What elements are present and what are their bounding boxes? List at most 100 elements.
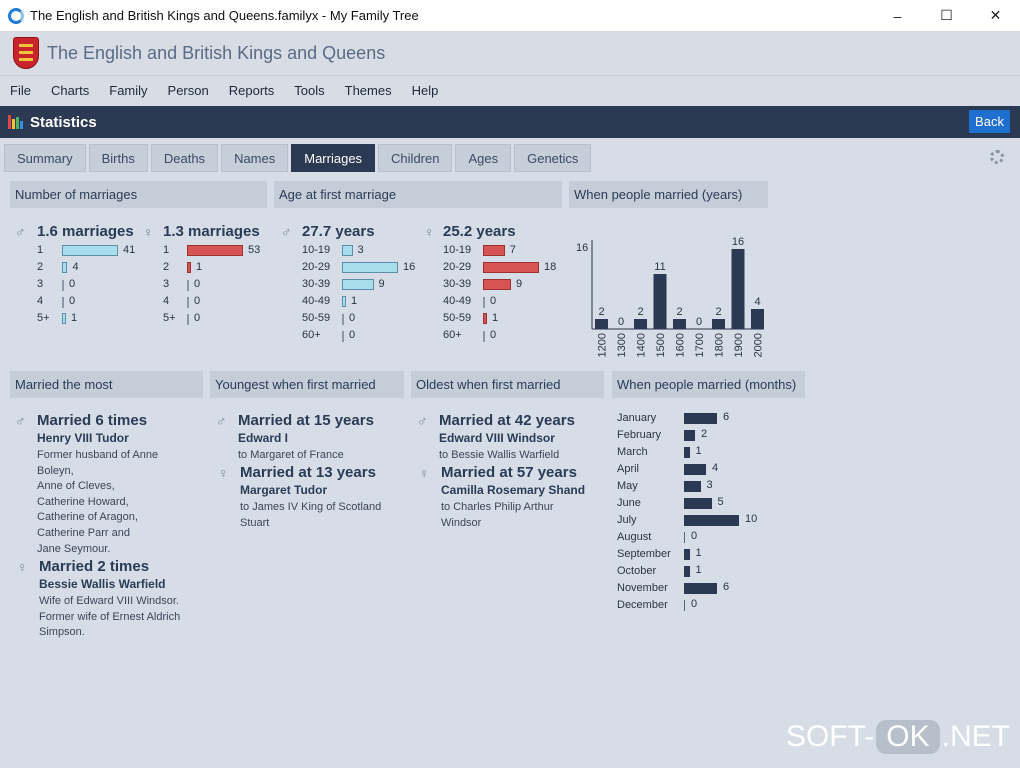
when-married-years-header: When people married (years) (569, 181, 768, 208)
section-title: Statistics (30, 113, 97, 131)
male-icon: ♂ (15, 413, 26, 429)
row-value: 0 (349, 312, 356, 324)
zero-bar (342, 314, 344, 325)
section-header: Statistics Back (0, 106, 1020, 138)
row-value: 16 (403, 261, 416, 273)
tick-label-1500: 1500 (655, 333, 667, 357)
row-value: 1 (196, 261, 203, 273)
tab-ages[interactable]: Ages (455, 144, 512, 172)
record-name[interactable]: Edward VIII Windsor (439, 431, 555, 445)
row-label: 10-19 (302, 244, 331, 256)
record-description: to Margaret of France (238, 449, 344, 461)
record-description: to James IV King of Scotland (240, 501, 382, 513)
bar-1900 (731, 249, 745, 329)
maximize-button[interactable]: ☐ (940, 7, 953, 23)
menu-item-charts[interactable]: Charts (50, 83, 90, 98)
tick-label-2000: 2000 (753, 333, 765, 357)
record-name[interactable]: Bessie Wallis Warfield (39, 577, 166, 591)
row-label: 20-29 (302, 261, 331, 273)
row-value: 0 (194, 312, 201, 324)
menu-item-tools[interactable]: Tools (294, 83, 325, 98)
back-button[interactable]: Back (969, 110, 1010, 133)
row-label: 2 (163, 261, 170, 273)
bar-january (684, 413, 717, 424)
tab-names[interactable]: Names (221, 144, 289, 172)
row-label: 5+ (37, 312, 50, 324)
record-title: Married at 57 years (441, 464, 577, 481)
row-label: 4 (37, 295, 44, 307)
bar-july (684, 515, 739, 526)
male-marriages-summary: 1.6 marriages (37, 223, 134, 240)
month-label-august: August (617, 531, 652, 543)
tab-births[interactable]: Births (88, 144, 148, 172)
month-label-may: May (617, 480, 638, 492)
record-description: Former husband of Anne (37, 449, 159, 461)
watermark: SOFT- OK .NET (786, 720, 1010, 754)
data-label-1800: 2 (715, 306, 721, 318)
when-married-months-header: When people married (months) (612, 371, 805, 398)
tab-deaths[interactable]: Deaths (150, 144, 219, 172)
bar-april (684, 464, 706, 475)
tab-children[interactable]: Children (378, 144, 453, 172)
minimize-button[interactable]: – (893, 7, 902, 24)
row-label: 30-39 (443, 278, 472, 290)
menu-bar: File Charts Family Person Reports Tools Themes… (0, 75, 1020, 105)
row-label: 30-39 (302, 278, 331, 290)
bar-august (684, 532, 685, 543)
row-value: 0 (490, 295, 497, 307)
tab-marriages[interactable]: Marriages (291, 144, 376, 172)
male-icon: ♂ (281, 224, 292, 240)
menu-item-reports[interactable]: Reports (228, 83, 275, 98)
row-label: 1 (163, 244, 170, 256)
tab-genetics[interactable]: Genetics (514, 144, 592, 172)
data-label-2000: 4 (754, 296, 760, 308)
statistics-icon (8, 115, 24, 129)
month-value-october: 1 (695, 564, 702, 576)
data-label-1600: 2 (676, 306, 682, 318)
data-label-1400: 2 (637, 306, 643, 318)
row-label: 60+ (302, 329, 321, 341)
tab-summary[interactable]: Summary (4, 144, 86, 172)
watermark-mid: OK (876, 720, 940, 754)
zero-bar (187, 314, 189, 325)
royal-shield-icon (13, 37, 39, 69)
record-name[interactable]: Edward I (238, 431, 289, 445)
bar-1600 (673, 319, 686, 329)
month-value-july: 10 (745, 513, 758, 525)
menu-item-themes[interactable]: Themes (344, 83, 392, 98)
female-icon: ♀ (419, 465, 430, 481)
menu-item-help[interactable]: Help (411, 83, 439, 98)
menu-item-family[interactable]: Family (109, 83, 148, 98)
watermark-left: SOFT- (785, 720, 875, 753)
tick-label-1700: 1700 (694, 333, 706, 357)
row-value: 0 (194, 295, 201, 307)
row-label: 5+ (163, 312, 176, 324)
close-button[interactable]: ✕ (989, 7, 1002, 23)
gear-icon[interactable] (990, 150, 1004, 164)
tick-label-1200: 1200 (597, 333, 609, 357)
male-age-summary: 27.7 years (302, 223, 375, 240)
zero-bar (483, 331, 485, 342)
record-description: Stuart (240, 516, 270, 529)
menu-item-person[interactable]: Person (167, 83, 209, 98)
years-bar-chart: 16 2 1200 0 1300 2 1400 11 1500 2 1600 0 1700 2 1800 16… (576, 236, 765, 357)
record-name[interactable]: Henry VIII Tudor (37, 431, 129, 445)
bar-may (684, 481, 701, 492)
record-name[interactable]: Camilla Rosemary Shand (441, 483, 586, 497)
row-label: 40-49 (302, 295, 331, 307)
female-icon: ♀ (143, 224, 154, 240)
record-title: Married at 13 years (240, 464, 376, 481)
tick-label-1800: 1800 (714, 333, 726, 357)
month-value-april: 4 (712, 462, 719, 474)
row-value: 0 (349, 329, 356, 341)
value-bar (342, 245, 353, 256)
row-label: 1 (37, 244, 44, 256)
bar-1400 (634, 319, 647, 329)
record-name[interactable]: Margaret Tudor (240, 483, 328, 497)
month-label-june: June (617, 497, 641, 509)
menu-item-file[interactable]: File (10, 83, 31, 98)
value-bar (62, 245, 118, 256)
month-label-january: January (617, 412, 657, 424)
record-title: Married at 15 years (238, 412, 374, 429)
bar-march (684, 447, 690, 458)
